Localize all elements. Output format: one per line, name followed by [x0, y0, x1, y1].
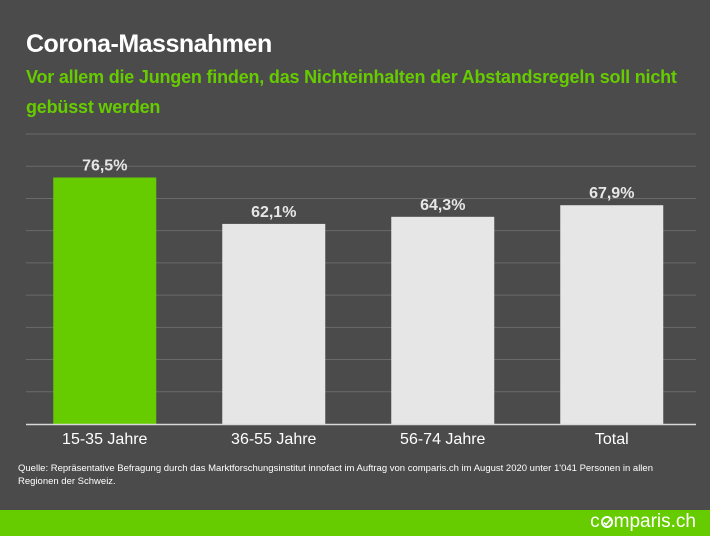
- bar-chart: 76,5% 62,1% 64,3% 67,9% 15-35 Jahre 36-55 Ja…: [26, 133, 696, 448]
- x-tick-label: 56-74 Jahre: [400, 431, 485, 448]
- logo-check-o-icon: [600, 516, 613, 528]
- value-label: 76,5%: [82, 158, 127, 175]
- bars: [53, 177, 664, 424]
- x-tick-label: Total: [595, 431, 629, 448]
- logo-text-end: mparis.ch: [613, 511, 696, 532]
- chart-subtitle: Vor allem die Jungen finden, das Nichtei…: [26, 67, 677, 117]
- bar-36-55-jahre: [222, 223, 326, 424]
- bar-56-74-jahre: [391, 216, 495, 424]
- value-label: 67,9%: [589, 185, 634, 202]
- x-tick-label: 15-35 Jahre: [62, 431, 147, 448]
- logo-text-start: c: [590, 511, 600, 532]
- bar-total: [560, 205, 664, 424]
- chart-title: Corona-Massnahmen: [26, 30, 272, 58]
- x-tick-label: 36-55 Jahre: [231, 431, 316, 448]
- source-note: Quelle: Repräsentative Befragung durch d…: [18, 463, 653, 487]
- brand-footer: c mparis.ch: [0, 510, 710, 536]
- value-labels: 76,5% 62,1% 64,3% 67,9%: [82, 158, 634, 221]
- value-label: 64,3%: [420, 197, 465, 214]
- value-label: 62,1%: [251, 204, 296, 221]
- x-axis-labels: 15-35 Jahre 36-55 Jahre 56-74 Jahre Total: [62, 431, 629, 448]
- bar-15-35-jahre: [53, 177, 157, 424]
- comparis-logo: c mparis.ch: [590, 511, 696, 533]
